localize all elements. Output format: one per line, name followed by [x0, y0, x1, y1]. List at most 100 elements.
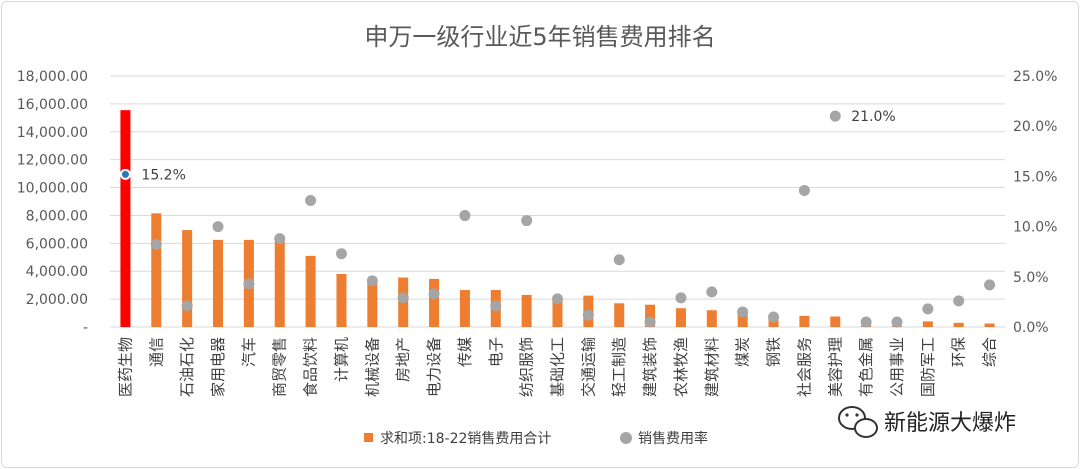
x-category-label: 房地产 — [394, 337, 412, 382]
y-left-tick-label: 2,000.00 — [26, 292, 88, 308]
y-left-tick-label: 8,000.00 — [26, 208, 88, 224]
bar — [922, 321, 933, 327]
x-category-label: 计算机 — [332, 337, 350, 382]
bar — [552, 299, 563, 327]
y-right-tick-label: 20.0% — [1013, 119, 1057, 135]
x-category-label: 石油石化 — [178, 337, 196, 397]
dot-series — [119, 110, 996, 328]
x-category-label: 传媒 — [456, 337, 474, 367]
bar — [830, 316, 841, 327]
rate-dot — [212, 221, 224, 233]
watermark: 新能源大爆炸 — [838, 406, 1016, 438]
y-left-tick-label: 4,000.00 — [26, 264, 88, 280]
y-axis-right: 0.0% 5.0% 10.0% 15.0% 20.0% 25.0% — [1013, 69, 1057, 336]
bar — [213, 239, 224, 327]
y-left-tick-label: 18,000.00 — [17, 69, 88, 85]
rate-dot — [119, 168, 131, 180]
y-left-tick-label: 12,000.00 — [17, 153, 88, 169]
x-category-label: 建筑装饰 — [641, 337, 659, 397]
x-category-label: 电力设备 — [425, 337, 443, 397]
bar — [182, 230, 193, 327]
rate-dot — [181, 300, 193, 312]
bar — [984, 323, 995, 327]
annotations: 15.2% 21.0% — [141, 109, 895, 183]
x-category-label: 钢铁 — [765, 337, 783, 367]
x-category-label: 纺织服饰 — [518, 337, 536, 397]
y-axis-left: - 2,000.00 4,000.00 6,000.00 8,000.00 10,000.… — [17, 69, 88, 336]
gridlines — [110, 75, 1005, 328]
rate-dot — [644, 316, 656, 328]
bar — [429, 278, 440, 327]
x-axis-categories: 医药生物 通信 石油石化 家用电器 汽车 商贸零售 食品饮料 计算机 机械设备 房地产 电力设备 传媒… — [116, 337, 998, 397]
rate-dot — [984, 279, 996, 291]
bar — [675, 308, 686, 327]
y-right-tick-label: 25.0% — [1013, 69, 1057, 85]
y-right-tick-label: 5.0% — [1013, 270, 1049, 286]
rate-dot — [613, 254, 625, 266]
x-category-label: 家用电器 — [209, 337, 227, 397]
bar — [799, 315, 810, 327]
rate-dot — [150, 239, 162, 251]
rate-dot — [459, 210, 471, 222]
bar — [614, 303, 625, 327]
x-category-label: 煤炭 — [734, 337, 752, 367]
rate-dot — [953, 295, 965, 307]
bar — [737, 313, 748, 327]
chart-title: 申万一级行业近5年销售费用排名 — [364, 23, 715, 51]
y-left-tick-label: 14,000.00 — [17, 125, 88, 141]
legend: 求和项:18-22销售费用合计 销售费用率 — [364, 430, 708, 447]
rate-dot — [274, 233, 286, 245]
x-category-label: 交通运输 — [579, 337, 597, 397]
bar — [151, 213, 162, 327]
x-category-label: 通信 — [147, 337, 165, 367]
x-category-label: 轻工制造 — [610, 337, 628, 397]
x-category-label: 机械设备 — [363, 337, 381, 397]
x-category-label: 有色金属 — [857, 337, 875, 397]
bar — [367, 279, 378, 327]
y-right-tick-label: 10.0% — [1013, 220, 1057, 236]
legend-dot-swatch — [620, 432, 632, 444]
rate-dot — [675, 292, 687, 304]
x-category-label: 美容护理 — [826, 337, 844, 397]
y-left-tick-label: 6,000.00 — [26, 236, 88, 252]
legend-bar-swatch — [364, 433, 373, 442]
y-left-tick-label: 16,000.00 — [17, 97, 88, 113]
x-category-label: 医药生物 — [116, 337, 134, 397]
y-right-tick-label: 0.0% — [1013, 320, 1049, 336]
bar — [274, 240, 285, 327]
rate-dot — [366, 275, 378, 287]
bar — [953, 322, 964, 327]
rate-dot — [768, 311, 780, 323]
rate-dot — [829, 110, 841, 122]
rate-dot — [798, 184, 810, 196]
bar — [768, 317, 779, 327]
rate-dot — [737, 306, 749, 318]
bar — [459, 290, 470, 327]
x-category-label: 建筑材料 — [703, 337, 721, 397]
bar — [305, 255, 316, 327]
legend-bar-label: 求和项:18-22销售费用合计 — [380, 431, 551, 447]
legend-dot-label: 销售费用率 — [638, 430, 708, 447]
x-category-label: 环保 — [950, 337, 968, 367]
x-category-label: 电子 — [487, 337, 505, 367]
rate-dot — [552, 293, 563, 305]
y-left-tick-label: - — [83, 320, 88, 336]
x-category-label: 商贸零售 — [271, 337, 289, 397]
rate-dot — [521, 215, 533, 227]
bar — [706, 310, 717, 327]
rate-dot — [706, 286, 718, 298]
x-category-label: 农林牧渔 — [672, 337, 690, 397]
rate-dot — [860, 316, 872, 328]
watermark-text: 新能源大爆炸 — [884, 411, 1016, 436]
rate-dot — [243, 278, 255, 290]
y-right-tick-label: 15.0% — [1013, 169, 1057, 185]
rate-dot — [335, 248, 347, 260]
bar — [521, 294, 532, 327]
bar — [645, 304, 656, 327]
bar — [120, 110, 131, 328]
rate-dot — [397, 292, 409, 304]
rate-dot — [891, 316, 903, 328]
rate-dot — [305, 194, 317, 206]
x-category-label: 国防军工 — [919, 337, 937, 397]
rate-dot — [490, 300, 502, 312]
